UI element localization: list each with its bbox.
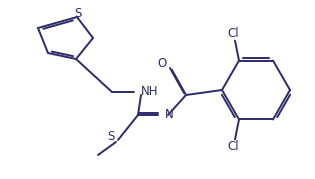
Text: O: O — [158, 57, 167, 69]
Text: S: S — [108, 129, 115, 142]
Text: S: S — [74, 6, 82, 20]
Text: Cl: Cl — [227, 27, 239, 40]
Text: NH: NH — [141, 84, 158, 98]
Text: N: N — [165, 108, 174, 120]
Text: Cl: Cl — [227, 140, 239, 153]
